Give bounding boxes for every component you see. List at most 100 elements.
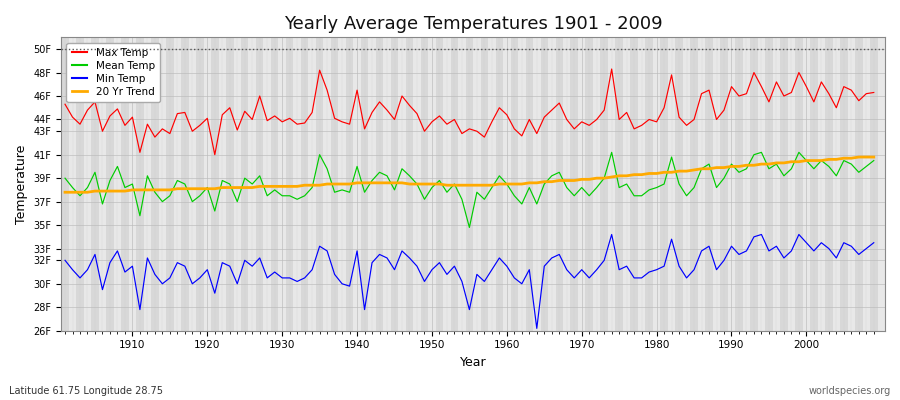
Bar bbox=[526, 37, 533, 331]
Bar bbox=[600, 37, 608, 331]
Bar bbox=[383, 37, 391, 331]
Bar bbox=[825, 37, 833, 331]
Bar bbox=[803, 37, 810, 331]
Bar bbox=[241, 37, 248, 331]
Bar bbox=[788, 37, 795, 331]
Bar bbox=[211, 37, 219, 331]
Bar bbox=[61, 37, 68, 331]
Bar bbox=[817, 37, 825, 331]
Bar bbox=[758, 37, 765, 331]
Bar bbox=[181, 37, 189, 331]
Bar bbox=[563, 37, 571, 331]
Bar bbox=[436, 37, 443, 331]
Bar bbox=[608, 37, 616, 331]
Bar bbox=[113, 37, 122, 331]
Bar bbox=[586, 37, 593, 331]
Bar bbox=[99, 37, 106, 331]
Bar bbox=[406, 37, 413, 331]
Bar bbox=[668, 37, 675, 331]
Legend: Max Temp, Mean Temp, Min Temp, 20 Yr Trend: Max Temp, Mean Temp, Min Temp, 20 Yr Tre… bbox=[67, 42, 160, 102]
Bar bbox=[780, 37, 788, 331]
Bar bbox=[196, 37, 203, 331]
Bar bbox=[675, 37, 683, 331]
Bar bbox=[226, 37, 233, 331]
Bar bbox=[189, 37, 196, 331]
Bar bbox=[465, 37, 473, 331]
Y-axis label: Temperature: Temperature bbox=[15, 144, 28, 224]
Bar bbox=[309, 37, 316, 331]
Bar bbox=[331, 37, 338, 331]
Bar bbox=[862, 37, 870, 331]
Bar bbox=[765, 37, 773, 331]
Bar bbox=[151, 37, 158, 331]
Bar bbox=[473, 37, 481, 331]
Title: Yearly Average Temperatures 1901 - 2009: Yearly Average Temperatures 1901 - 2009 bbox=[284, 15, 662, 33]
Bar bbox=[106, 37, 113, 331]
Bar bbox=[848, 37, 855, 331]
Bar bbox=[91, 37, 99, 331]
Bar bbox=[271, 37, 278, 331]
Bar bbox=[706, 37, 713, 331]
Bar bbox=[735, 37, 742, 331]
Bar bbox=[742, 37, 751, 331]
Bar bbox=[84, 37, 91, 331]
Bar bbox=[451, 37, 458, 331]
Bar bbox=[391, 37, 399, 331]
Bar bbox=[420, 37, 428, 331]
Bar bbox=[593, 37, 600, 331]
Bar bbox=[548, 37, 555, 331]
Bar bbox=[443, 37, 451, 331]
Bar bbox=[129, 37, 136, 331]
Bar bbox=[428, 37, 436, 331]
Text: worldspecies.org: worldspecies.org bbox=[809, 386, 891, 396]
Bar bbox=[840, 37, 848, 331]
Bar bbox=[795, 37, 803, 331]
Bar bbox=[720, 37, 728, 331]
Bar bbox=[652, 37, 661, 331]
Bar bbox=[203, 37, 211, 331]
Bar bbox=[728, 37, 735, 331]
Bar bbox=[376, 37, 383, 331]
Bar bbox=[316, 37, 323, 331]
Bar bbox=[555, 37, 563, 331]
Bar bbox=[346, 37, 354, 331]
Bar bbox=[481, 37, 488, 331]
Bar bbox=[630, 37, 638, 331]
Bar bbox=[571, 37, 578, 331]
Bar bbox=[278, 37, 286, 331]
Bar bbox=[166, 37, 174, 331]
Bar bbox=[399, 37, 406, 331]
Bar bbox=[158, 37, 166, 331]
Bar bbox=[623, 37, 630, 331]
Bar bbox=[68, 37, 76, 331]
Bar bbox=[496, 37, 503, 331]
Bar bbox=[144, 37, 151, 331]
Bar bbox=[488, 37, 496, 331]
Bar bbox=[810, 37, 817, 331]
Text: Latitude 61.75 Longitude 28.75: Latitude 61.75 Longitude 28.75 bbox=[9, 386, 163, 396]
Bar bbox=[533, 37, 541, 331]
Bar bbox=[698, 37, 706, 331]
Bar bbox=[578, 37, 586, 331]
Bar bbox=[323, 37, 331, 331]
Bar bbox=[368, 37, 376, 331]
Bar bbox=[76, 37, 84, 331]
Bar bbox=[256, 37, 264, 331]
Bar bbox=[361, 37, 368, 331]
Bar bbox=[122, 37, 129, 331]
Bar bbox=[638, 37, 645, 331]
Bar bbox=[878, 37, 885, 331]
Bar bbox=[136, 37, 144, 331]
Bar bbox=[541, 37, 548, 331]
Bar bbox=[174, 37, 181, 331]
Bar bbox=[832, 37, 840, 331]
Bar bbox=[293, 37, 301, 331]
Bar bbox=[616, 37, 623, 331]
Bar bbox=[870, 37, 878, 331]
Bar bbox=[233, 37, 241, 331]
Bar bbox=[661, 37, 668, 331]
X-axis label: Year: Year bbox=[460, 356, 487, 369]
Bar bbox=[458, 37, 465, 331]
Bar bbox=[354, 37, 361, 331]
Bar bbox=[286, 37, 293, 331]
